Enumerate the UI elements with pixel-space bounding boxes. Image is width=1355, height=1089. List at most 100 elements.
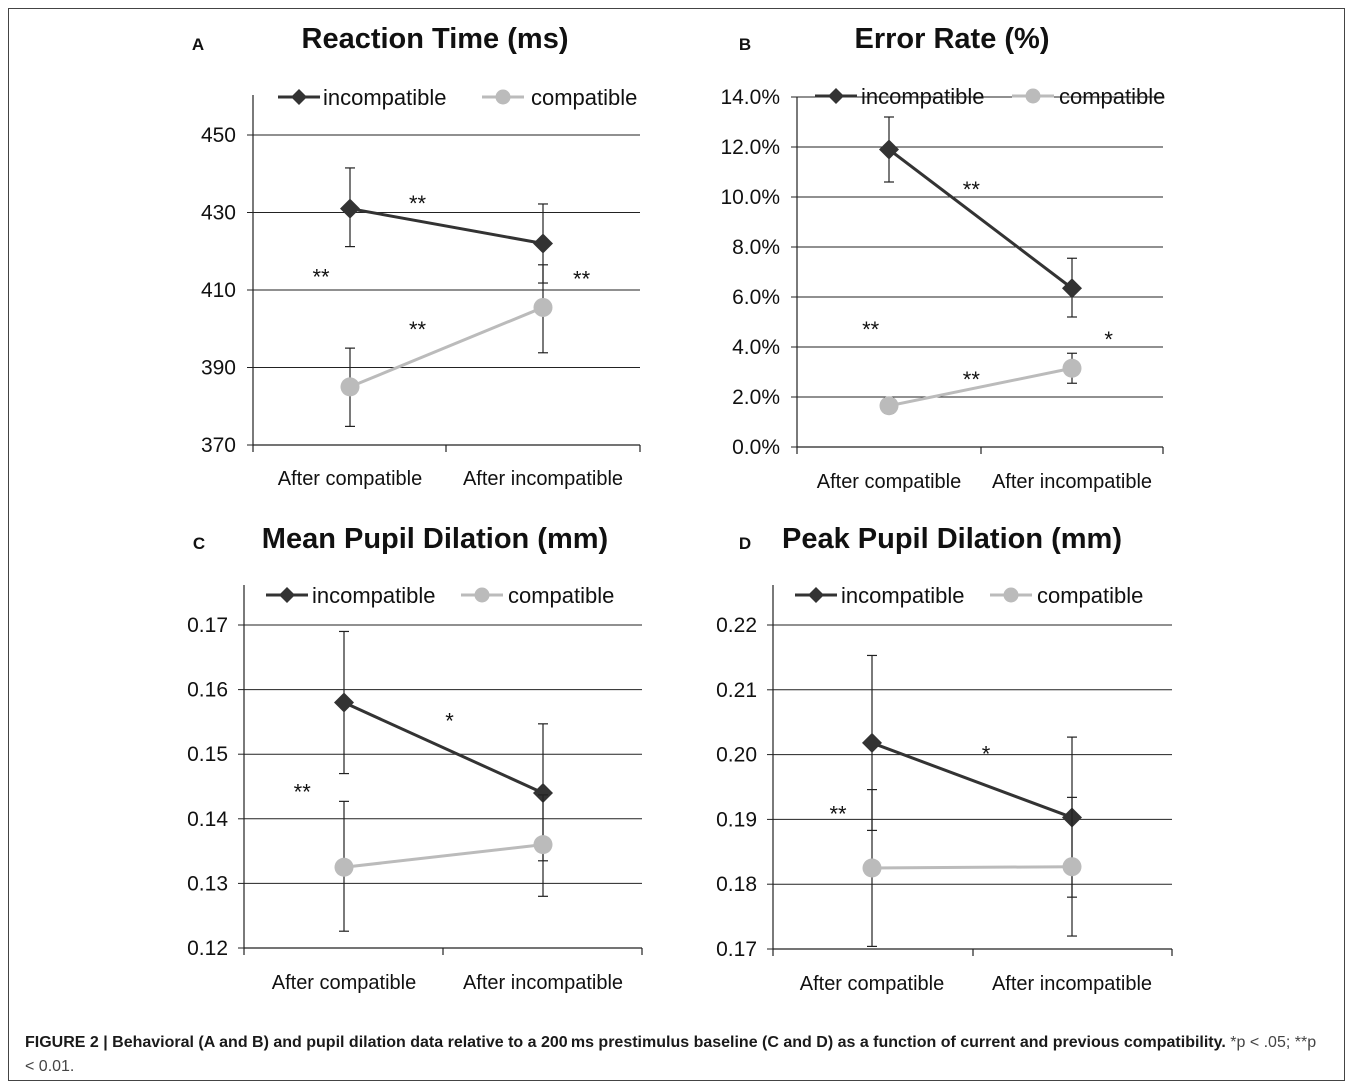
legend-marker-circle (1025, 88, 1041, 104)
data-point-circle (1062, 857, 1082, 877)
legend-label: incompatible (323, 85, 447, 110)
chart-panel-b: B Error Rate (%) 0.0% 2.0% 4.0% 6.0% 8.0% 10.0%… (720, 23, 1165, 493)
significance-marker: ** (573, 266, 591, 291)
legend: incompatible compatible (266, 583, 614, 608)
y-tick-label: 0.17 (187, 614, 228, 637)
panel-label: B (739, 35, 751, 54)
x-tick-label: After incompatible (463, 972, 623, 994)
x-tick-label: After incompatible (992, 973, 1152, 995)
series-compatible (862, 788, 1082, 948)
y-tick-label: 0.16 (187, 679, 228, 702)
series-line (349, 207, 544, 245)
legend-label: compatible (1059, 84, 1165, 109)
series-incompatible (340, 167, 553, 284)
data-point-circle (862, 858, 882, 878)
data-point-circle (334, 857, 354, 877)
y-tick-label: 0.14 (187, 808, 228, 831)
legend-marker-diamond (279, 587, 295, 603)
chart-panel-d: D Peak Pupil Dilation (mm) 0.17 0.18 0.19 0.2… (716, 523, 1173, 995)
series-line (888, 148, 1073, 290)
significance-marker: ** (409, 317, 427, 342)
data-point-diamond (533, 782, 553, 803)
significance-marker: ** (409, 191, 427, 216)
legend-label: incompatible (312, 583, 436, 608)
legend: incompatible compatible (278, 85, 637, 110)
y-tick-label: 0.17 (716, 938, 757, 961)
chart-panel-a: A Reaction Time (ms) 370 390 410 430 450 After … (192, 23, 641, 490)
x-tick-label: After compatible (800, 973, 945, 995)
x-tick-label: After compatible (278, 468, 423, 490)
legend-label: compatible (1037, 583, 1143, 608)
series-incompatible (334, 630, 553, 862)
significance-marker: * (982, 741, 991, 766)
y-tick-label: 12.0% (720, 136, 780, 159)
significance-marker: * (445, 709, 454, 734)
legend: incompatible compatible (815, 84, 1165, 109)
series-compatible (879, 352, 1082, 416)
y-tick-label: 0.22 (716, 614, 757, 637)
figure-frame (8, 8, 1345, 1081)
legend-label: compatible (508, 583, 614, 608)
legend: incompatible compatible (795, 583, 1143, 608)
series-compatible (340, 264, 553, 427)
series-compatible (334, 794, 553, 932)
data-point-diamond (1062, 278, 1082, 299)
legend-label: incompatible (841, 583, 965, 608)
chart-title: Error Rate (%) (855, 23, 1050, 55)
y-tick-label: 0.18 (716, 873, 757, 896)
y-tick-label: 14.0% (720, 86, 780, 109)
legend-label: incompatible (861, 84, 985, 109)
data-point-diamond (862, 732, 882, 753)
data-point-diamond (879, 139, 899, 160)
data-point-diamond (334, 692, 354, 713)
y-tick-label: 410 (201, 279, 236, 302)
y-tick-label: 4.0% (732, 336, 780, 359)
y-tick-label: 370 (201, 434, 236, 457)
significance-marker: ** (829, 802, 847, 827)
y-tick-label: 10.0% (720, 186, 780, 209)
chart-title: Reaction Time (ms) (302, 23, 569, 55)
legend-marker-circle (495, 89, 511, 105)
y-tick-label: 0.21 (716, 679, 757, 702)
series-line (343, 843, 544, 869)
data-point-circle (879, 396, 899, 416)
x-tick-label: After compatible (272, 972, 417, 994)
panel-label: C (193, 534, 205, 553)
legend-marker-circle (474, 587, 490, 603)
legend-marker-diamond (808, 587, 824, 603)
significance-marker: ** (862, 317, 880, 342)
y-tick-label: 8.0% (732, 236, 780, 259)
y-tick-label: 2.0% (732, 386, 780, 409)
y-tick-label: 390 (201, 357, 236, 380)
y-tick-label: 0.19 (716, 808, 757, 831)
data-point-circle (533, 835, 553, 855)
x-tick-label: After compatible (817, 471, 962, 493)
panel-label: D (739, 534, 751, 553)
y-tick-label: 0.13 (187, 872, 228, 895)
chart-title: Peak Pupil Dilation (mm) (782, 523, 1122, 555)
data-point-circle (1062, 358, 1082, 378)
significance-marker: ** (963, 177, 981, 202)
series-line (871, 741, 1073, 819)
legend-label: compatible (531, 85, 637, 110)
figure-caption: FIGURE 2 | Behavioral (A and B) and pupi… (25, 1031, 1325, 1079)
data-point-circle (533, 297, 553, 317)
series-incompatible (862, 654, 1082, 898)
y-tick-label: 430 (201, 202, 236, 225)
significance-marker: * (1104, 327, 1113, 352)
legend-marker-circle (1003, 587, 1019, 603)
chart-panel-c: C Mean Pupil Dilation (mm) 0.12 0.13 0.14 0.1… (187, 523, 643, 994)
y-tick-label: 0.0% (732, 436, 780, 459)
series-incompatible (879, 116, 1082, 318)
data-point-circle (340, 377, 360, 397)
caption-significance: *p < .05; **p < 0.01. (25, 1034, 1317, 1075)
data-point-diamond (340, 198, 360, 219)
y-tick-label: 0.20 (716, 744, 757, 767)
significance-marker: ** (294, 780, 312, 805)
significance-marker: ** (963, 367, 981, 392)
significance-marker: ** (312, 265, 330, 290)
x-tick-label: After incompatible (463, 468, 623, 490)
caption-text: FIGURE 2 | Behavioral (A and B) and pupi… (25, 1034, 1226, 1051)
x-tick-label: After incompatible (992, 471, 1152, 493)
